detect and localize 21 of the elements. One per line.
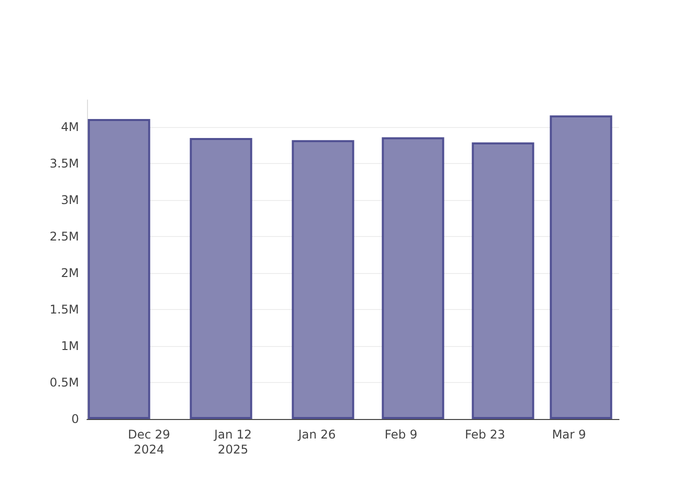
bar [472, 142, 534, 419]
bar [382, 137, 444, 419]
y-tick-label: 4M [61, 120, 79, 134]
y-tick-label: 0 [71, 412, 79, 426]
y-tick-label: 2.5M [50, 230, 79, 244]
bar [88, 118, 150, 419]
y-tick-label: 1M [61, 339, 79, 353]
bar [292, 140, 354, 419]
x-tick-label: Dec 29 2024 [128, 428, 170, 456]
y-tick-label: 1.5M [50, 302, 79, 317]
bar [190, 138, 252, 419]
y-tick-label: 2M [61, 266, 79, 280]
x-tick-label: Jan 26 [297, 428, 336, 442]
x-tick-label: Feb 9 [384, 428, 418, 442]
y-tick-label: 3M [61, 193, 79, 208]
x-tick-label: Feb 23 [464, 428, 506, 442]
x-tick-label: Mar 9 [552, 428, 586, 442]
bar [550, 115, 612, 419]
x-tick-label: Jan 12 2025 [213, 428, 252, 456]
y-tick-label: 0.5M [50, 376, 79, 390]
y-tick-label: 3.5M [50, 156, 79, 171]
